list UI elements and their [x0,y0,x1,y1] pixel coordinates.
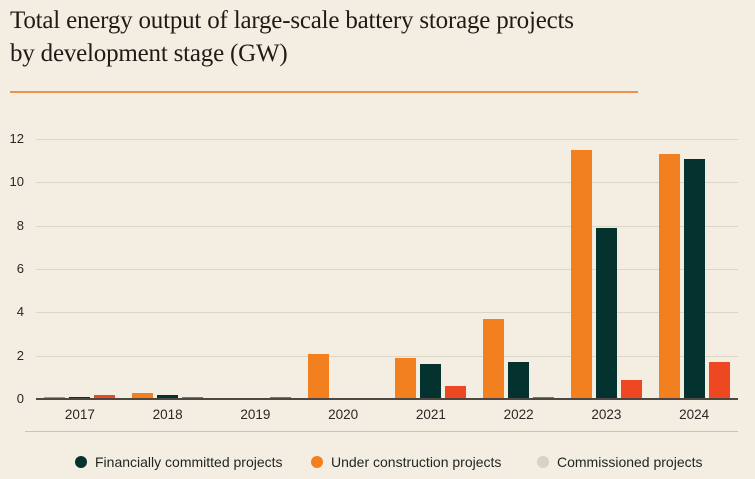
bar-group-2020 [299,139,387,399]
bar-group-2019 [212,139,300,399]
bar [395,357,417,399]
page-title-line2: by development stage (GW) [10,40,288,67]
bar [182,396,204,399]
bar [570,149,592,399]
x-tick-label: 2024 [679,407,710,422]
bar [69,396,91,399]
bar [157,394,179,399]
gridline [36,182,738,184]
bar [269,396,291,399]
bar [94,394,116,399]
x-tick-label: 2017 [64,407,95,422]
bar-group-2018 [124,139,212,399]
bar [595,227,617,399]
gridline [36,355,738,357]
x-tick-label: 2019 [240,407,271,422]
bar [445,386,467,399]
bar-group-2017 [36,139,124,399]
bar [508,362,530,399]
page-title: Total energy output of large-scale batte… [10,4,670,70]
legend-item: Commissioned projects [537,450,703,474]
y-tick-label: 12 [9,131,24,146]
legend-dot-icon [537,456,549,468]
bar-group-2023 [563,139,651,399]
gridline [36,225,738,227]
legend-label: Financially committed projects [95,454,283,470]
x-axis-line [36,398,738,400]
x-axis-labels: 2017 2018 2019 2020 2021 2022 2023 2024 [36,407,738,422]
chart-legend-divider [25,431,738,432]
bar-group-2024 [650,139,738,399]
x-tick-label: 2018 [152,407,183,422]
legend-dot-icon [75,456,87,468]
gridline [36,139,738,140]
legend-item: Under construction projects [311,450,501,474]
legend-label: Under construction projects [331,454,502,470]
bar [132,392,154,399]
y-tick-label: 8 [16,217,24,233]
title-rule [10,91,638,93]
gridline [36,269,738,270]
plot-area [36,139,738,400]
bar [620,379,642,399]
y-tick-label: 6 [16,261,24,276]
bar [533,396,555,399]
legend-item: Financially committed projects [75,450,283,474]
bar [44,396,66,399]
bar [307,353,329,399]
x-tick-label: 2022 [503,407,534,422]
x-tick-label: 2023 [591,407,622,422]
y-tick-label: 0 [16,391,24,406]
page-title-line1: Total energy output of large-scale batte… [10,7,574,34]
gridline [36,312,738,314]
bar-group-2022 [475,139,563,399]
bar [708,362,730,399]
x-tick-label: 2020 [328,407,359,422]
y-tick-label: 4 [16,304,24,320]
y-axis: 0 2 4 6 8 10 12 [0,131,26,406]
bar [683,158,705,399]
bar [658,154,680,399]
legend-dot-icon [311,456,323,468]
y-tick-label: 10 [9,174,24,190]
y-tick-label: 2 [16,347,24,363]
legend-label: Commissioned projects [557,454,703,470]
bar [483,318,505,399]
bar [420,364,442,399]
bar-group-2021 [387,139,475,399]
bar-series-container [36,139,738,399]
x-tick-label: 2021 [415,407,446,422]
